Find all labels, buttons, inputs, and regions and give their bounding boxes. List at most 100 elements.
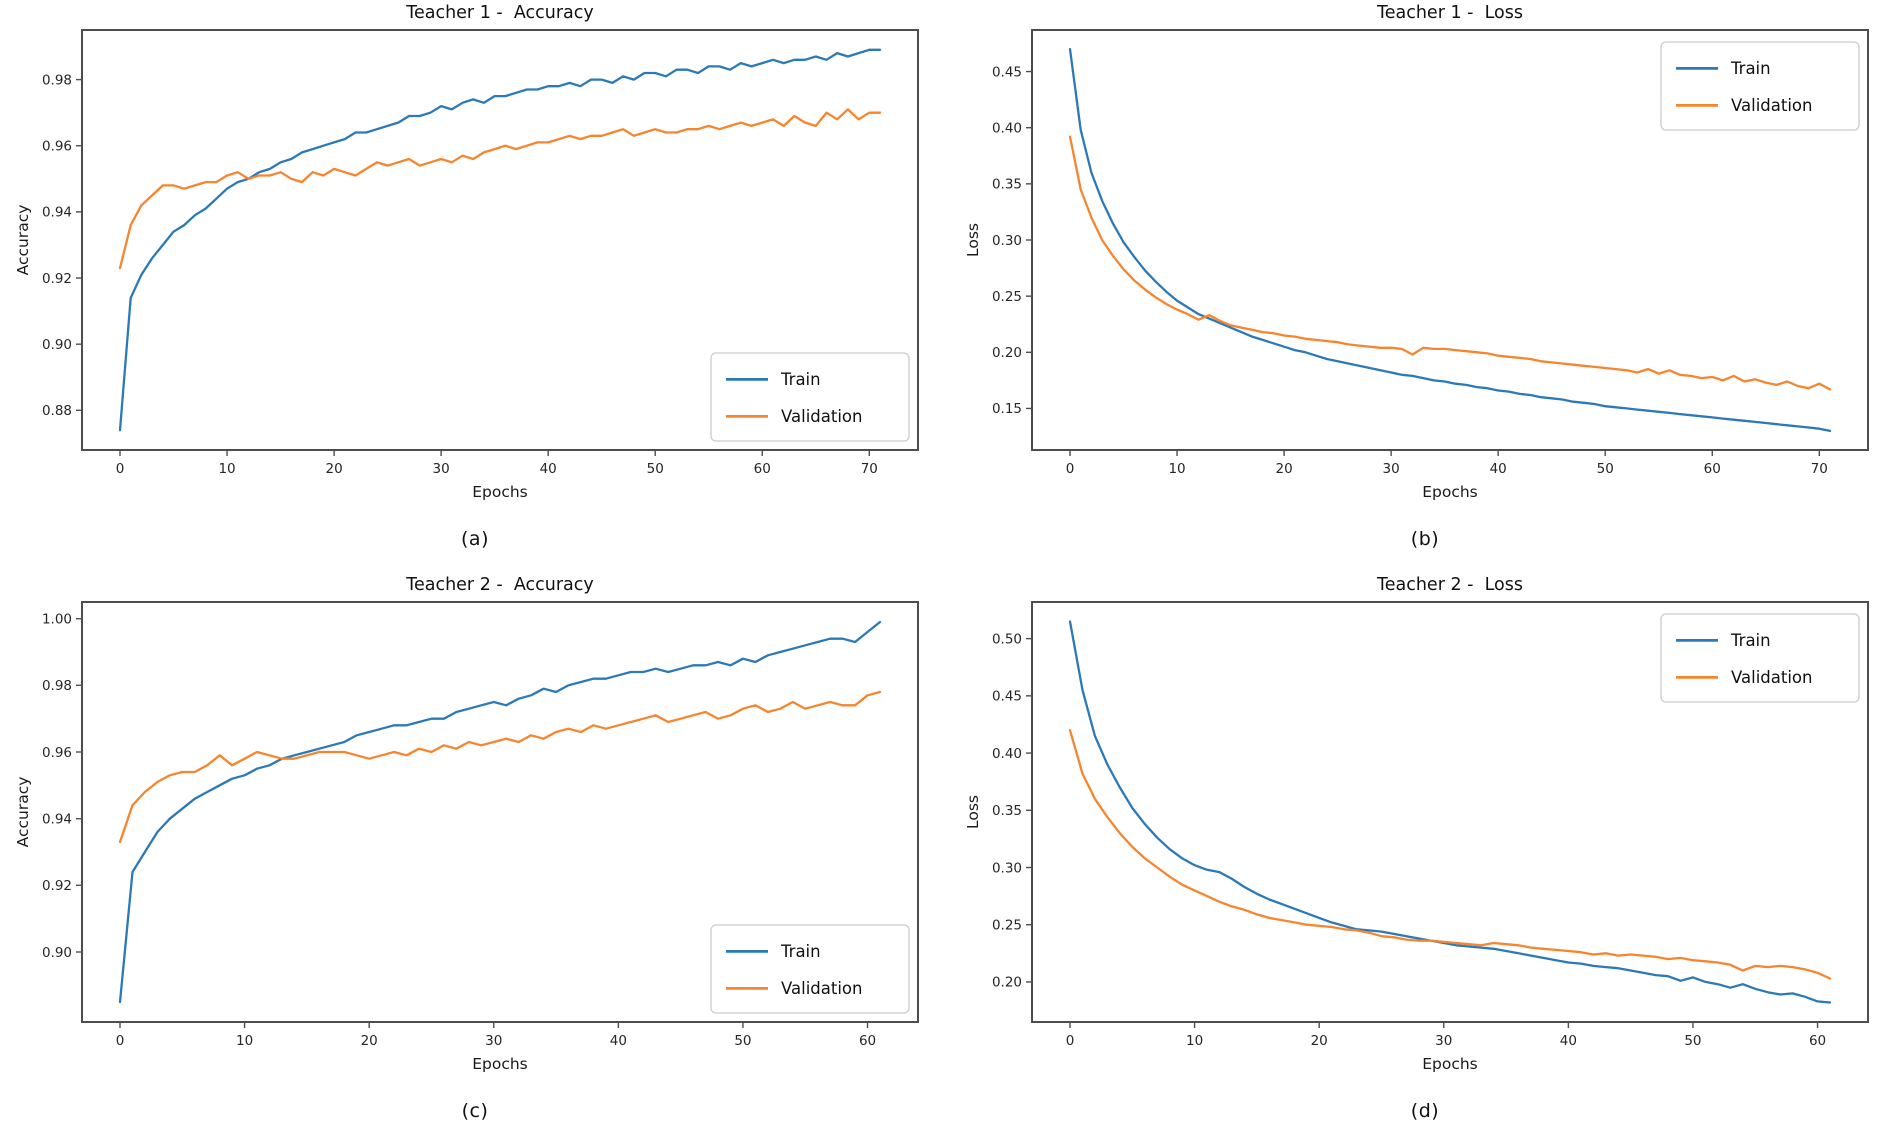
legend-label-validation: Validation — [1731, 668, 1812, 687]
y-tick-label: 0.94 — [42, 205, 72, 221]
x-tick-label: 40 — [540, 461, 557, 477]
x-tick-label: 10 — [218, 461, 235, 477]
x-tick-label: 50 — [734, 1033, 751, 1049]
plot-border — [81, 601, 919, 1023]
train-line — [118, 48, 882, 432]
y-tick-label: 0.20 — [992, 345, 1022, 361]
subfigure-caption-b: (b) — [1410, 527, 1440, 550]
x-tick-label: 20 — [361, 1033, 378, 1049]
x-tick-label: 70 — [1811, 461, 1828, 477]
validation-line — [118, 690, 882, 844]
y-tick-label: 0.35 — [992, 177, 1022, 193]
chart-teacher1-accuracy: Teacher 1 - Accuracy 0 10 20 30 40 50 60 70 0.88 0… — [14, 3, 919, 501]
y-tick-label: 0.45 — [992, 64, 1022, 80]
x-axis-label: Epochs — [1422, 483, 1478, 501]
x-axis-label: Epochs — [472, 1055, 528, 1073]
chart-title: Teacher 1 - Loss — [1376, 3, 1523, 23]
legend-box — [710, 352, 910, 442]
y-axis-label: Loss — [964, 795, 982, 829]
y-tick-label: 0.30 — [992, 860, 1022, 876]
plot-border — [81, 29, 919, 451]
x-tick-label: 50 — [647, 461, 664, 477]
chart-teacher2-accuracy: Teacher 2 - Accuracy 0 10 20 30 40 50 60 0.90 0.9… — [14, 575, 919, 1073]
x-tick-label: 40 — [1560, 1033, 1577, 1049]
y-tick-label: 0.88 — [42, 403, 72, 419]
plot-border — [1031, 29, 1869, 451]
x-tick-label: 10 — [1168, 461, 1185, 477]
legend-label-validation: Validation — [781, 407, 862, 426]
plot-border — [1031, 601, 1869, 1023]
x-tick-label: 0 — [116, 461, 125, 477]
validation-line — [1068, 135, 1832, 391]
train-line — [1068, 47, 1832, 433]
legend-label-train: Train — [780, 942, 821, 961]
y-tick-label: 0.90 — [42, 337, 72, 353]
subfigure-caption-d: (d) — [1410, 1099, 1440, 1122]
y-tick-label: 0.98 — [42, 72, 72, 88]
x-tick-label: 40 — [1490, 461, 1507, 477]
x-tick-label: 50 — [1597, 461, 1614, 477]
x-tick-label: 0 — [1066, 461, 1075, 477]
y-tick-label: 0.15 — [992, 401, 1022, 417]
y-tick-label: 0.96 — [42, 745, 72, 761]
y-tick-label: 0.92 — [42, 878, 72, 894]
validation-line — [118, 108, 882, 270]
x-tick-label: 60 — [754, 461, 771, 477]
y-tick-label: 0.45 — [992, 689, 1022, 705]
chart-teacher1-loss: Teacher 1 - Loss 0 10 20 30 40 50 60 70 0.15 0.20 0… — [964, 3, 1869, 501]
legend-box — [1660, 613, 1860, 703]
panel-teacher2-accuracy: Teacher 2 - Accuracy 0 10 20 30 40 50 60 0.90 0.9… — [0, 572, 950, 1144]
y-tick-label: 0.25 — [992, 289, 1022, 305]
panel-teacher2-loss: Teacher 2 - Loss 0 10 20 30 40 50 60 0.20 0.25 0.3… — [950, 572, 1900, 1144]
y-tick-label: 0.92 — [42, 271, 72, 287]
x-tick-label: 60 — [1704, 461, 1721, 477]
chart-title: Teacher 1 - Accuracy — [405, 3, 593, 23]
legend-label-train: Train — [780, 370, 821, 389]
legend-label-train: Train — [1730, 631, 1771, 650]
chart-title: Teacher 2 - Accuracy — [405, 575, 593, 595]
x-tick-label: 0 — [116, 1033, 125, 1049]
x-tick-label: 10 — [236, 1033, 253, 1049]
subfigure-caption-c: (c) — [461, 1099, 489, 1122]
x-axis-label: Epochs — [472, 483, 528, 501]
legend-label-validation: Validation — [781, 979, 862, 998]
train-line — [118, 620, 882, 1004]
panel-teacher1-accuracy: Teacher 1 - Accuracy 0 10 20 30 40 50 60 70 0.88 0… — [0, 0, 950, 572]
x-tick-label: 30 — [1383, 461, 1400, 477]
x-tick-label: 50 — [1684, 1033, 1701, 1049]
y-tick-label: 0.40 — [992, 746, 1022, 762]
legend-box — [710, 924, 910, 1014]
y-tick-label: 0.40 — [992, 121, 1022, 137]
y-tick-label: 0.90 — [42, 945, 72, 961]
x-tick-label: 60 — [859, 1033, 876, 1049]
y-axis-label: Accuracy — [14, 205, 32, 276]
legend-box — [1660, 41, 1860, 131]
panel-teacher1-loss: Teacher 1 - Loss 0 10 20 30 40 50 60 70 0.15 0.20 0… — [950, 0, 1900, 572]
y-tick-label: 1.00 — [42, 611, 72, 627]
x-tick-label: 30 — [1435, 1033, 1452, 1049]
y-tick-label: 0.50 — [992, 631, 1022, 647]
y-tick-label: 0.30 — [992, 233, 1022, 249]
x-tick-label: 10 — [1186, 1033, 1203, 1049]
chart-teacher2-loss: Teacher 2 - Loss 0 10 20 30 40 50 60 0.20 0.25 0.3… — [964, 575, 1869, 1073]
y-tick-label: 0.25 — [992, 918, 1022, 934]
x-tick-label: 60 — [1809, 1033, 1826, 1049]
x-tick-label: 70 — [861, 461, 878, 477]
x-tick-label: 20 — [1275, 461, 1292, 477]
x-tick-label: 0 — [1066, 1033, 1075, 1049]
validation-line — [1068, 729, 1832, 980]
y-tick-label: 0.94 — [42, 811, 72, 827]
chart-title: Teacher 2 - Loss — [1376, 575, 1523, 595]
x-tick-label: 20 — [1311, 1033, 1328, 1049]
x-tick-label: 20 — [325, 461, 342, 477]
subfigure-caption-a: (a) — [461, 527, 489, 550]
y-tick-label: 0.20 — [992, 975, 1022, 991]
x-tick-label: 30 — [485, 1033, 502, 1049]
train-line — [1068, 620, 1832, 1004]
y-tick-label: 0.35 — [992, 803, 1022, 819]
legend-label-validation: Validation — [1731, 96, 1812, 115]
x-axis-label: Epochs — [1422, 1055, 1478, 1073]
legend-label-train: Train — [1730, 59, 1771, 78]
x-tick-label: 40 — [610, 1033, 627, 1049]
